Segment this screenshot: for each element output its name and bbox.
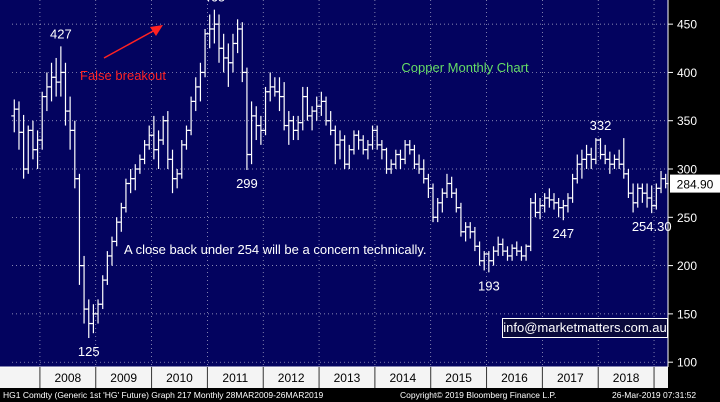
y-tick-label-350: 350 xyxy=(677,114,697,128)
x-tick-label-2016: 2016 xyxy=(501,371,528,385)
breakout-arrow xyxy=(103,29,156,59)
grid-lines xyxy=(12,0,668,388)
x-axis-band xyxy=(0,367,668,388)
x-tick-label-2013: 2013 xyxy=(334,371,361,385)
commentary-text: A close back under 254 will be a concern… xyxy=(124,242,427,257)
x-tick-label-2017: 2017 xyxy=(557,371,584,385)
y-tick-label-200: 200 xyxy=(677,259,697,273)
annotation-label: 465 xyxy=(204,0,226,5)
footer-bar: HG1 Comdty (Generic 1st 'HG' Future) Gra… xyxy=(0,388,720,402)
x-tick-label-2014: 2014 xyxy=(389,371,416,385)
y-axis: 100 150 200 250 300 350 400 450 xyxy=(667,0,697,370)
x-tick-label-2015: 2015 xyxy=(445,371,472,385)
annotation-label: 299 xyxy=(236,176,258,191)
x-tick-label-2012: 2012 xyxy=(278,371,305,385)
footer-copyright: Copyright© 2019 Bloomberg Finance L.P. xyxy=(400,390,557,400)
x-tick-label-2018: 2018 xyxy=(613,371,640,385)
ohlc-bars xyxy=(11,9,669,339)
annotation-label: 427 xyxy=(50,26,72,41)
chart-title: Copper Monthly Chart xyxy=(401,60,529,75)
y-tick-label-450: 450 xyxy=(677,18,697,32)
annotation-label: 125 xyxy=(78,344,100,359)
x-tick-label-2008: 2008 xyxy=(54,371,81,385)
annotations: 427 465 299 125 193 247 332 254.30 xyxy=(50,0,672,359)
y-tick-label-250: 250 xyxy=(677,211,697,225)
footer-ticker: HG1 Comdty (Generic 1st 'HG' Future) Gra… xyxy=(3,390,324,400)
last-price-label: 284.90 xyxy=(677,178,714,192)
x-tick-label-2010: 2010 xyxy=(166,371,193,385)
y-tick-label-400: 400 xyxy=(677,66,697,80)
annotation-label: 193 xyxy=(478,278,500,293)
x-tick-label-2009: 2009 xyxy=(110,371,137,385)
x-tick-label-2011: 2011 xyxy=(222,371,248,385)
annotation-label: 332 xyxy=(590,118,612,133)
false-breakout-label: False breakout xyxy=(80,68,166,83)
last-price-box xyxy=(670,174,720,193)
y-tick-label-150: 150 xyxy=(677,307,697,321)
footer-timestamp: 26-Mar-2019 07:31:52 xyxy=(612,390,697,400)
y-tick-label-300: 300 xyxy=(677,163,697,177)
x-axis: 2008 2009 2010 2011 2012 2013 2014 2015 2016 2017… xyxy=(0,366,668,388)
email-label: info@marketmatters.com.au xyxy=(502,318,668,338)
axis-panel xyxy=(668,0,720,388)
annotation-label: 247 xyxy=(552,226,574,241)
annotation-label: 254.30 xyxy=(632,219,672,234)
y-tick-label-100: 100 xyxy=(677,356,697,370)
breakout-arrow-head xyxy=(150,25,163,36)
